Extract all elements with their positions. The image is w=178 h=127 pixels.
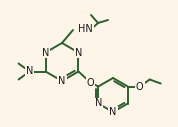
Text: N: N: [42, 47, 49, 58]
Text: N: N: [109, 107, 117, 117]
Text: N: N: [75, 47, 82, 58]
Text: O: O: [136, 82, 143, 91]
Text: HN: HN: [78, 24, 93, 34]
Text: N: N: [95, 99, 102, 108]
Text: N: N: [26, 67, 33, 76]
Text: O: O: [87, 77, 94, 88]
Text: N: N: [58, 76, 66, 86]
